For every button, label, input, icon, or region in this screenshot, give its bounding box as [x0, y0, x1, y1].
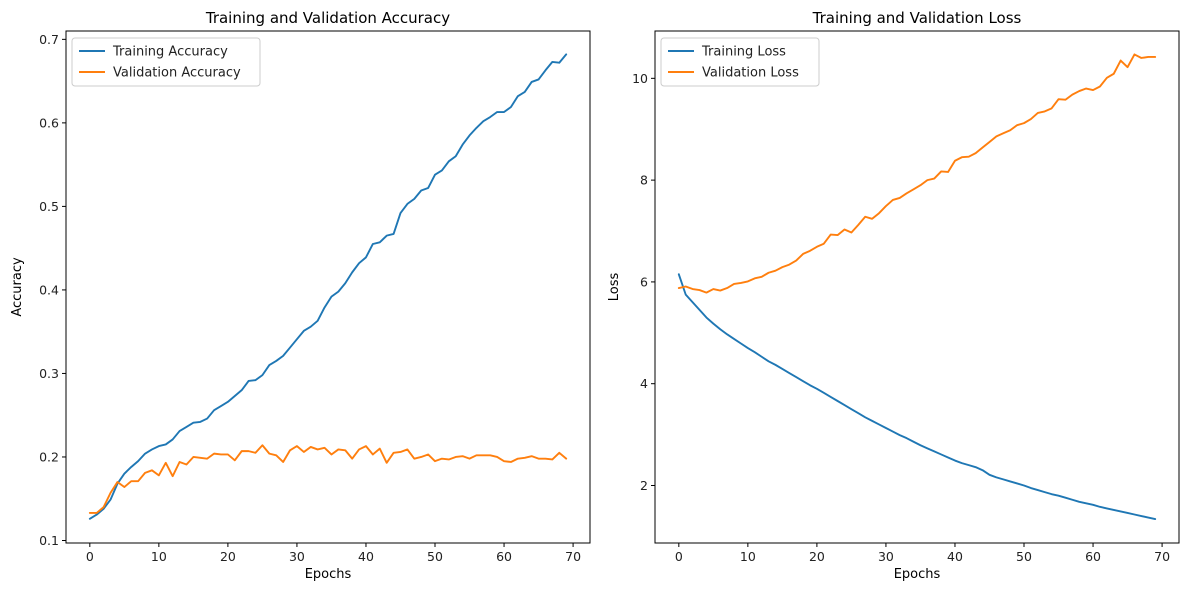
loss-legend-label: Validation Loss	[702, 66, 799, 81]
loss-x-axis-label: Epochs	[894, 567, 941, 582]
accuracy-y-tick-label: 0.1	[39, 533, 59, 548]
accuracy-legend-label: Training Accuracy	[112, 45, 228, 60]
loss-series-line-validation-loss	[677, 53, 1157, 294]
accuracy-plot-frame	[65, 30, 591, 544]
loss-chart-title: Training and Validation Loss	[812, 9, 1022, 27]
accuracy-x-axis-label: Epochs	[305, 567, 352, 582]
loss-y-tick-label: 4	[640, 376, 648, 391]
accuracy-y-tick-label: 0.4	[39, 282, 59, 297]
loss-x-tick-label: 0	[675, 549, 683, 564]
accuracy-legend-label: Validation Accuracy	[113, 66, 241, 81]
loss-x-tick-label: 30	[878, 549, 894, 564]
loss-y-axis-label: Loss	[607, 273, 622, 302]
accuracy-y-tick-label: 0.6	[39, 115, 59, 130]
accuracy-chart: 0 10 20 30 40 50 60 70 0.1 0.2 0.3 0.4 0.5 0.6 0.7 Trai…	[10, 9, 591, 582]
accuracy-x-tick-label: 60	[496, 549, 512, 564]
loss-y-tick-label: 8	[640, 173, 648, 188]
loss-x-tick-label: 70	[1154, 549, 1170, 564]
loss-x-tick-label: 10	[740, 549, 756, 564]
loss-x-tick-label: 20	[809, 549, 825, 564]
loss-series-line-training-loss	[677, 273, 1157, 521]
loss-x-tick-label: 60	[1085, 549, 1101, 564]
accuracy-x-tick-label: 10	[151, 549, 167, 564]
loss-legend-label: Training Loss	[701, 45, 786, 60]
accuracy-chart-title: Training and Validation Accuracy	[205, 9, 450, 27]
accuracy-x-tick-label: 0	[86, 549, 94, 564]
accuracy-x-tick-label: 50	[427, 549, 443, 564]
accuracy-x-tick-label: 40	[358, 549, 374, 564]
accuracy-series-line-validation-accuracy	[88, 444, 568, 514]
accuracy-y-axis-label: Accuracy	[10, 257, 25, 317]
loss-y-tick-label: 10	[632, 71, 648, 86]
loss-plot-frame	[654, 30, 1180, 544]
accuracy-y-tick-label: 0.2	[39, 449, 59, 464]
accuracy-legend-box	[71, 37, 261, 87]
accuracy-x-tick-label: 70	[565, 549, 581, 564]
loss-y-tick-label: 2	[640, 478, 648, 493]
loss-legend: Training Loss Validation Loss	[660, 37, 820, 87]
accuracy-legend: Training Accuracy Validation Accuracy	[71, 37, 261, 87]
loss-x-tick-label: 40	[947, 549, 963, 564]
accuracy-y-tick-label: 0.5	[39, 199, 59, 214]
accuracy-y-tick-label: 0.7	[39, 32, 59, 47]
accuracy-series-line-training-accuracy	[88, 53, 568, 520]
loss-x-tick-label: 50	[1016, 549, 1032, 564]
accuracy-y-tick-label: 0.3	[39, 366, 59, 381]
loss-y-tick-label: 6	[640, 274, 648, 289]
loss-chart: 0 10 20 30 40 50 60 70 2 4 6 8 10 Training and Valida…	[607, 9, 1180, 582]
accuracy-x-tick-label: 20	[220, 549, 236, 564]
loss-legend-box	[660, 37, 820, 87]
accuracy-x-tick-label: 30	[289, 549, 305, 564]
